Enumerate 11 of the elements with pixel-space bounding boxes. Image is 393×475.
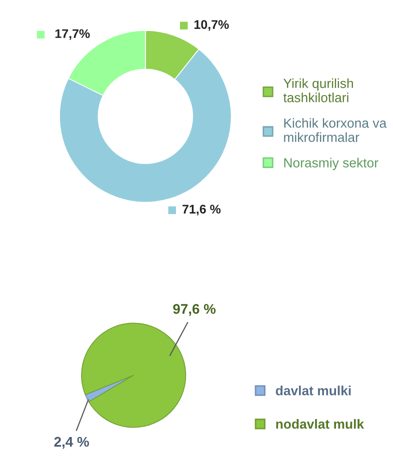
data-label: 10,7% <box>194 20 229 31</box>
data-label: 17,7% <box>55 29 90 40</box>
legend-label: Kichik korxona va mikrofirmalar <box>284 118 387 142</box>
legend-label: Norasmiy sektor <box>284 158 378 170</box>
data-label: 97,6 % <box>173 304 216 316</box>
data-label: 2,4 % <box>54 436 89 449</box>
legend-label: davlat mulki <box>276 386 351 396</box>
pie-slice <box>81 322 186 428</box>
legend-label: nodavlat mulk <box>276 419 364 429</box>
data-label: 71,6 % <box>182 204 221 216</box>
legend-label: Yirik qurilish tashkilotlari <box>283 78 353 102</box>
